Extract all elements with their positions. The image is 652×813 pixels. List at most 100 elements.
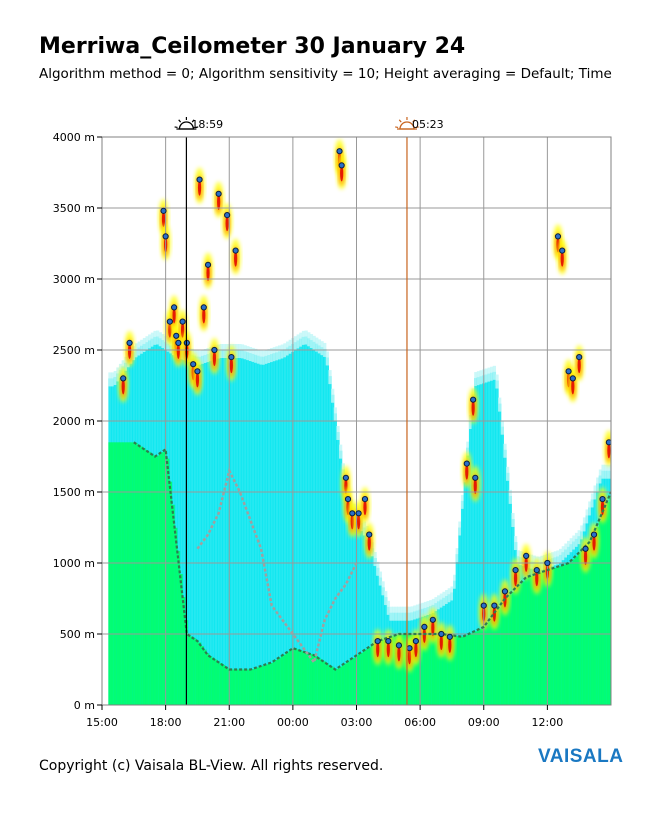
heat-cell [264,349,269,364]
heat-cell [360,652,364,705]
heat-cell [392,636,396,705]
heat-cell [328,664,332,705]
x-tick-label: 06:00 [404,716,436,729]
heat-cell [219,663,223,705]
heat-cell [262,350,266,365]
x-tick-label: 00:00 [277,716,309,729]
heat-cell [543,571,547,705]
heat-cell [296,334,300,349]
heat-cell [336,426,340,441]
heat-cell [134,443,139,705]
heat-cell [511,592,515,705]
heat-cell [179,351,184,705]
heat-cell [519,584,523,705]
heat-cell [312,341,316,705]
cloud-base-point [470,396,477,403]
vaisala-logo: VAISALA [538,746,624,767]
chart-title: Merriwa_Ceilometer 30 January 24 [39,34,466,59]
heat-cell [190,636,194,705]
heat-cell [187,634,192,705]
heat-cell [296,649,300,705]
heat-cell [280,350,284,705]
cloud-base-point [190,361,197,368]
heat-cell [431,619,435,636]
heat-cell [209,353,213,705]
heat-cell [468,633,473,705]
heat-cell [212,350,217,366]
heat-cell [217,661,221,705]
heat-cell [484,625,489,705]
heat-cell [389,637,393,705]
cloud-base-point [361,496,369,503]
y-tick-label: 1000 m [53,557,95,570]
cloud-base-point [366,531,373,538]
heat-cell [376,561,380,576]
sunset-label: 18:59 [191,118,223,131]
heat-cell [272,347,276,362]
heat-cell [506,466,510,481]
cloud-base-point [120,375,127,382]
heat-cell [386,600,390,615]
heat-cell [437,595,441,610]
heat-cell [466,635,470,705]
heat-cell [309,334,314,349]
heat-cell [153,330,157,345]
heat-cell [585,509,589,524]
heat-cell [606,464,611,479]
y-tick-label: 2000 m [53,415,95,428]
heat-cell [150,453,155,705]
cloud-base-point [204,261,212,268]
heat-cell [498,403,502,705]
heat-cell [381,581,385,596]
sunrise-label: 05:23 [412,118,444,131]
cloud-base-point [179,318,186,325]
heat-cell [399,606,404,621]
heat-cell [280,344,284,359]
heat-cell [434,634,438,705]
heat-cell [127,342,132,359]
heat-cell [529,575,534,705]
heat-cell [582,548,587,705]
heat-cell [240,350,245,705]
heat-cell [325,351,329,366]
heat-cell [540,572,544,705]
heat-cell [460,636,465,705]
heat-cell [225,215,229,232]
sun-ray [178,119,182,123]
heat-cell [222,344,226,358]
heat-cell [161,452,165,705]
heat-cell [278,345,282,360]
heat-cell [392,606,396,621]
heat-cell [116,442,120,705]
heat-cell [455,635,459,705]
heat-cell [328,370,332,385]
heat-cell [500,604,504,705]
heat-cell [588,501,592,516]
cloud-base-point [438,630,445,638]
heat-cell [333,668,337,705]
cloud-base-point [224,212,231,219]
heat-cell [445,634,449,705]
heat-cell [551,552,555,567]
heat-cell [275,659,279,705]
heat-cell [394,606,398,621]
heat-cell [288,651,292,705]
heat-cell [455,548,459,563]
heat-cell [474,372,478,387]
heat-cell [174,348,178,705]
heat-cell [171,504,176,705]
heat-cell [429,600,433,615]
heat-cell [323,661,327,705]
heat-cell [320,347,324,705]
heat-cell [113,442,117,705]
heat-cell [219,344,223,358]
heat-cell [350,513,354,530]
cloud-base-point [215,190,222,197]
heat-cell [495,611,499,705]
y-tick-label: 500 m [60,628,95,641]
cloud-base-point [385,638,392,645]
heat-cell [129,442,133,705]
sun-ray [412,119,416,123]
heat-cell [349,659,353,705]
y-tick-label: 3500 m [53,202,95,215]
